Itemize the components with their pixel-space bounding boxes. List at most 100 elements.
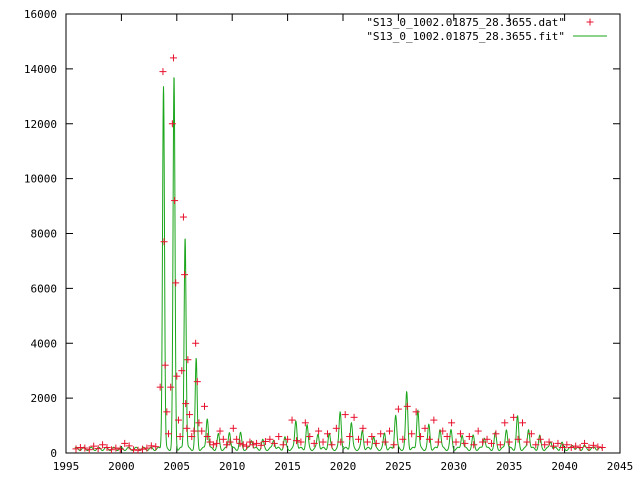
plot-frame [65,13,621,454]
data-point [99,441,107,449]
data-point [492,430,500,438]
data-point [229,424,237,432]
data-point [236,439,244,447]
data-point [172,279,180,287]
x-tick-label: 2045 [607,460,634,473]
data-point [167,383,175,391]
data-point [243,442,251,450]
data-point [253,439,261,447]
data-point [514,435,522,443]
data-point [279,441,287,449]
data-point [558,444,566,452]
data-point [487,439,495,447]
y-tick-label: 10000 [24,173,57,186]
data-point [195,419,203,427]
plot-axes: 0 2000 4000 6000 8000 10000 12000 14000 16000 199… [24,8,633,473]
data-point [332,424,340,432]
data-point [434,438,442,446]
data-point [138,445,146,453]
data-point [501,419,509,427]
data-point [567,444,575,452]
data-point [209,441,217,449]
y-tick-label: 8000 [31,228,58,241]
data-point [310,439,318,447]
data-point [510,413,518,421]
data-point [448,419,456,427]
data-point [161,361,169,369]
data-point [261,437,269,445]
data-point [179,213,187,221]
data-point [130,446,138,454]
x-tick-label: 2025 [385,460,412,473]
data-point [341,411,349,419]
data-point [363,438,371,446]
data-point [598,444,606,452]
x-tick-label: 2010 [219,460,246,473]
data-point [176,433,184,441]
data-point [183,424,191,432]
y-tick-label: 16000 [24,8,57,21]
data-point [266,435,274,443]
data-point [169,54,177,62]
data-point [116,445,124,453]
data-point [456,430,464,438]
data-point [412,408,420,416]
y-tick-label: 4000 [31,337,58,350]
data-point [581,439,589,447]
data-point [386,427,394,435]
data-point [174,416,182,424]
data-point [496,441,504,449]
data-point [178,367,186,375]
data-point [125,442,133,450]
data-point [306,433,314,441]
data-point [249,441,257,449]
data-point [143,444,151,452]
data-point [186,411,194,419]
data-point [355,435,363,443]
data-point [572,442,580,450]
data-point [147,442,155,450]
data-point [107,446,115,454]
data-point [159,68,167,76]
data-point [328,441,336,449]
data-point [523,438,531,446]
data-point [288,416,296,424]
legend-plus [586,18,594,26]
data-point [403,402,411,410]
x-tick-label: 1995 [53,460,80,473]
data-point [461,439,469,447]
data-point [368,433,376,441]
y-tick-label: 2000 [31,392,58,405]
data-point [319,438,327,446]
data-point [275,433,283,441]
data-point [474,427,482,435]
data-point [257,441,265,449]
legend-label-fit: "S13_0_1002.01875_28.3655.fit" [366,30,565,43]
data-point [193,378,201,386]
data-point [90,442,98,450]
data-point [439,427,447,435]
data-point [168,120,176,128]
data-point [346,433,354,441]
data-point [85,446,93,454]
y-tick-label: 12000 [24,118,57,131]
data-point [518,419,526,427]
data-point [76,444,84,452]
data-point [121,439,129,447]
data-point [337,438,345,446]
data-point [239,441,247,449]
x-tick-label: 2000 [108,460,135,473]
x-tick-label: 2015 [274,460,301,473]
fit-series [74,77,603,452]
x-tick-label: 2035 [496,460,523,473]
data-point [377,430,385,438]
data-point [81,444,89,452]
data-point [301,419,309,427]
data-series [72,54,606,454]
x-tick-label: 2040 [551,460,578,473]
data-point [112,444,120,452]
data-point [536,435,544,443]
data-point [184,356,192,364]
data-point [443,433,451,441]
